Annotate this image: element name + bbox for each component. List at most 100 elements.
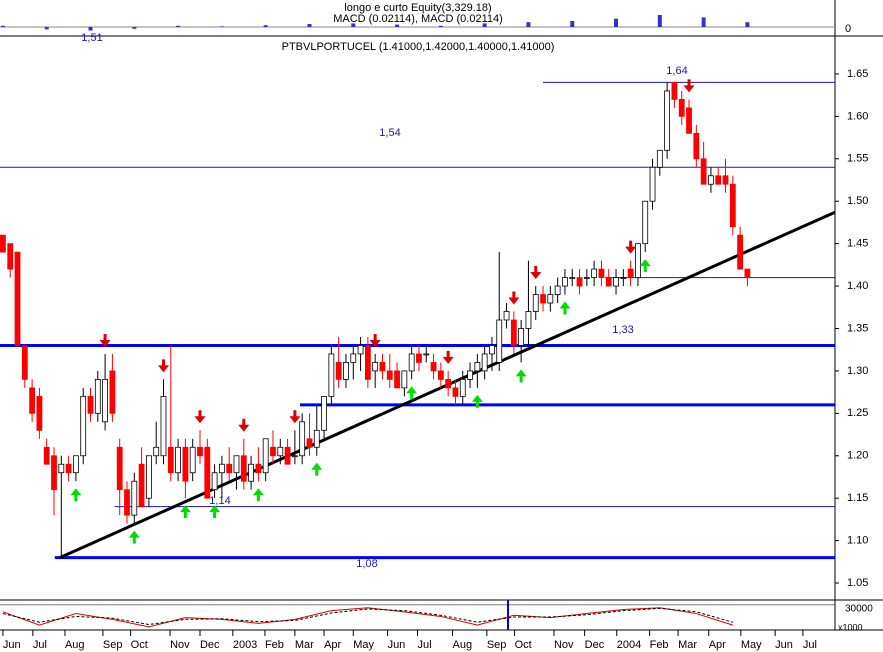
candle-body	[233, 455, 240, 474]
candle-body	[562, 277, 568, 287]
candle-body	[649, 166, 656, 202]
candle-body	[58, 463, 65, 474]
candle-body	[686, 107, 692, 134]
candle-body	[167, 446, 174, 474]
macd-bar	[745, 22, 750, 27]
x-tick-label: Feb	[265, 639, 284, 651]
candle-body	[204, 446, 211, 499]
x-tick-label: Mar	[295, 639, 314, 651]
sell-arrow	[99, 333, 111, 347]
candle-body	[715, 175, 722, 185]
sell-arrow	[625, 240, 637, 254]
x-tick-label: Jul	[803, 639, 817, 651]
macd-tick-label: 0	[845, 23, 851, 35]
y-tick-label: 1.60	[847, 110, 868, 122]
candle-body	[328, 353, 335, 397]
x-tick-label: Jun	[775, 639, 793, 651]
candle-body	[262, 438, 269, 474]
buy-arrow	[471, 394, 483, 408]
x-tick-label: Aug	[453, 639, 473, 651]
level-label: 1,33	[612, 324, 633, 336]
candle-body	[284, 446, 291, 465]
x-tick-label: Jul	[33, 639, 47, 651]
macd-bar	[132, 27, 137, 29]
candle-body	[598, 268, 605, 278]
candle-body	[350, 353, 357, 363]
candle-body	[14, 251, 21, 346]
candle-body	[481, 353, 488, 372]
candle-body	[744, 268, 751, 278]
x-tick-label: Sep	[487, 639, 507, 651]
candle-body	[591, 268, 598, 278]
macd-bar	[44, 27, 49, 30]
candle-body	[291, 455, 298, 458]
candle-body	[576, 277, 583, 287]
candle-body	[240, 455, 247, 482]
candle-body	[138, 463, 145, 508]
oscillator-tick-label: 30000	[845, 604, 873, 615]
sell-arrow	[194, 410, 206, 424]
y-tick-label: 1.50	[847, 195, 868, 207]
macd-bar	[701, 17, 706, 27]
candle-body	[160, 395, 167, 457]
buy-arrow	[252, 488, 264, 502]
y-tick-label: 1.40	[847, 280, 868, 292]
y-tick-label: 1.05	[847, 577, 868, 589]
x-tick-label: 2004	[617, 639, 641, 651]
x-tick-label: Jun	[3, 639, 21, 651]
candle-body	[437, 370, 444, 380]
macd-bar	[395, 24, 400, 27]
candle-body	[656, 149, 663, 168]
candle-body	[102, 378, 109, 423]
candle-body	[496, 319, 503, 363]
indicator-title: longo e curto Equity(3,329.18)	[344, 2, 491, 14]
macd-bar	[657, 15, 662, 27]
oscillator-line	[2, 607, 733, 628]
candle-body	[153, 446, 160, 457]
y-tick-label: 1.35	[847, 322, 868, 334]
candle-body	[510, 319, 517, 346]
y-tick-label: 1.25	[847, 407, 868, 419]
candle-body	[664, 90, 671, 151]
clipped-label: 1,51	[81, 32, 102, 44]
macd-bar	[482, 23, 487, 27]
y-tick-label: 1.15	[847, 492, 868, 504]
candle-body	[547, 294, 554, 304]
candle-body	[401, 370, 408, 389]
buy-arrow	[406, 386, 418, 400]
candle-body	[0, 234, 6, 253]
y-tick-label: 1.45	[847, 238, 868, 250]
candle-body	[124, 489, 130, 516]
candle-body	[627, 268, 634, 278]
candle-body	[43, 446, 50, 465]
candle-body	[109, 370, 116, 414]
candle-body	[583, 277, 590, 279]
candle-body	[80, 395, 87, 457]
candle-body	[357, 345, 364, 355]
sell-arrow	[530, 266, 542, 280]
macd-bar	[570, 21, 575, 27]
candle-body	[226, 463, 233, 474]
candle-body	[474, 362, 481, 372]
candle-body	[343, 362, 349, 380]
candle-body	[65, 463, 72, 474]
chart-title: PTBVLPORTUCEL (1.41000,1.42000,1.40000,1…	[282, 41, 555, 53]
buy-arrow	[128, 530, 140, 544]
level-label: 1,14	[209, 495, 230, 507]
y-tick-label: 1.10	[847, 535, 868, 547]
macd-bar	[219, 26, 224, 27]
x-tick-label: Nov	[554, 639, 574, 651]
oscillator-unit: x1000	[838, 622, 863, 632]
x-tick-label: Jun	[388, 639, 406, 651]
candle-body	[540, 294, 546, 304]
x-tick-label: Apr	[324, 639, 341, 651]
candle-body	[386, 370, 393, 380]
candle-body	[277, 446, 284, 457]
candle-body	[299, 421, 306, 457]
macd-bar	[307, 24, 312, 27]
macd-bar	[614, 18, 619, 27]
candle-body	[525, 311, 532, 329]
level-label: 1,54	[379, 127, 400, 139]
